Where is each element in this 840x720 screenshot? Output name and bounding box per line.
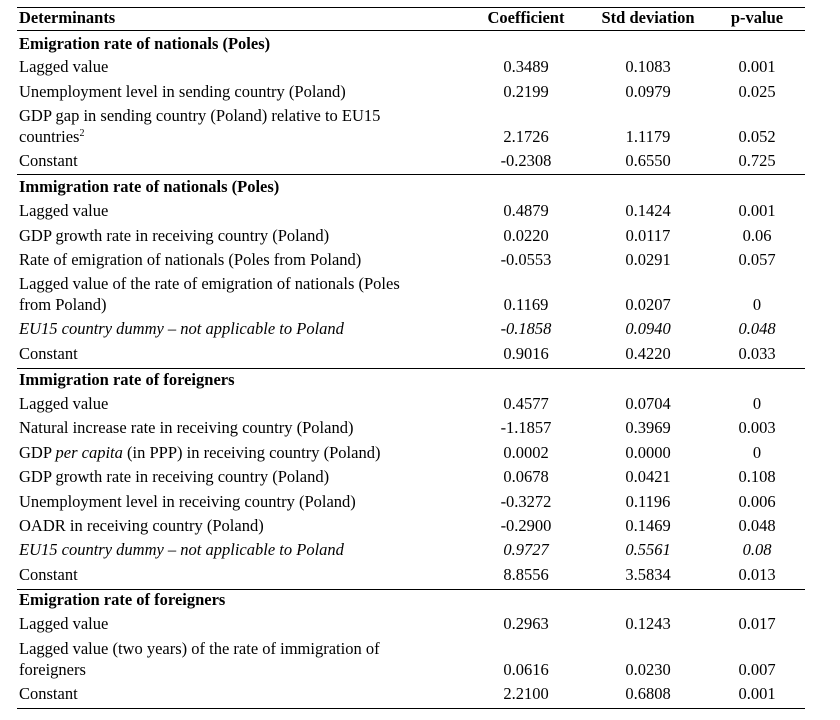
std-value: 0.0421 — [625, 467, 671, 486]
std-value: 0.1083 — [625, 57, 671, 76]
row-label: Lagged value — [19, 614, 109, 633]
coefficient-value: -0.2900 — [500, 516, 552, 535]
p-value: 0.06 — [742, 226, 772, 245]
coefficient-value: -1.1857 — [500, 418, 552, 437]
std-value: 0.6808 — [625, 684, 671, 703]
row-label: Constant — [19, 684, 78, 703]
p-value: 0.017 — [738, 614, 776, 633]
p-value: 0.001 — [738, 57, 776, 76]
p-value: 0.048 — [738, 516, 776, 535]
coefficient-value: 0.2963 — [503, 614, 549, 633]
p-value: 0.006 — [738, 492, 776, 511]
p-value: 0.048 — [738, 319, 776, 338]
p-value: 0.108 — [738, 467, 776, 486]
std-value: 0.1243 — [625, 614, 671, 633]
coefficient-value: 2.1726 — [503, 127, 549, 146]
rule-bottom — [17, 708, 805, 709]
std-value: 0.4220 — [625, 344, 671, 363]
row-label-line2: countries2 — [19, 127, 85, 146]
std-value: 0.0291 — [625, 250, 671, 269]
std-value: 0.1196 — [625, 492, 671, 511]
std-value: 0.5561 — [625, 540, 671, 559]
row-label-line2: foreigners — [19, 660, 86, 679]
p-value: 0.057 — [738, 250, 776, 269]
coefficient-value: 0.2199 — [503, 82, 549, 101]
row-label: Lagged value — [19, 57, 109, 76]
p-value: 0.08 — [742, 540, 772, 559]
row-label: GDP growth rate in receiving country (Po… — [19, 467, 330, 486]
p-value: 0 — [752, 394, 762, 413]
header-std-deviation: Std deviation — [601, 8, 695, 27]
coefficient-value: 0.0616 — [503, 660, 549, 679]
std-value: 0.6550 — [625, 151, 671, 170]
rule-top — [17, 7, 805, 8]
std-value: 0.0940 — [625, 319, 671, 338]
p-value: 0.013 — [738, 565, 776, 584]
header-determinants: Determinants — [19, 8, 116, 27]
rule-section-4 — [17, 589, 805, 590]
header-p-value: p-value — [730, 8, 784, 27]
row-label: Constant — [19, 151, 78, 170]
row-label-line1: Lagged value of the rate of emigration o… — [19, 274, 400, 293]
coefficient-value: 0.0002 — [503, 443, 549, 462]
coefficient-value: 0.9016 — [503, 344, 549, 363]
coefficient-value: 0.1169 — [503, 295, 549, 314]
header-coefficient: Coefficient — [487, 8, 565, 27]
row-label: Constant — [19, 565, 78, 584]
std-value: 0.0207 — [625, 295, 671, 314]
p-value: 0 — [752, 443, 762, 462]
rule-section-2 — [17, 174, 805, 175]
row-label: GDP growth rate in receiving country (Po… — [19, 226, 330, 245]
p-value: 0.033 — [738, 344, 776, 363]
std-value: 0.0704 — [625, 394, 671, 413]
rule-header — [17, 30, 805, 31]
coefficient-value: 0.0220 — [503, 226, 549, 245]
coefficient-value: 0.9727 — [503, 540, 549, 559]
coefficient-value: -0.3272 — [500, 492, 552, 511]
footnote-marker: 2 — [79, 128, 85, 139]
std-value: 1.1179 — [625, 127, 671, 146]
p-value: 0.001 — [738, 201, 776, 220]
p-value: 0.725 — [738, 151, 776, 170]
coefficient-value: -0.2308 — [500, 151, 552, 170]
coefficient-value: -0.0553 — [500, 250, 552, 269]
coefficient-value: 0.4879 — [503, 201, 549, 220]
p-value: 0.052 — [738, 127, 776, 146]
p-value: 0.025 — [738, 82, 776, 101]
row-label-line1: Lagged value (two years) of the rate of … — [19, 639, 380, 658]
coefficient-value: 8.8556 — [503, 565, 549, 584]
p-value: 0.003 — [738, 418, 776, 437]
std-value: 0.0117 — [625, 226, 671, 245]
std-value: 0.3969 — [625, 418, 671, 437]
row-label: Natural increase rate in receiving count… — [19, 418, 354, 437]
row-label: Lagged value — [19, 201, 109, 220]
row-label: OADR in receiving country (Poland) — [19, 516, 264, 535]
coefficient-value: 0.4577 — [503, 394, 549, 413]
coefficient-value: 0.0678 — [503, 467, 549, 486]
row-label: Constant — [19, 344, 78, 363]
coefficient-value: 0.3489 — [503, 57, 549, 76]
p-value: 0.007 — [738, 660, 776, 679]
row-label: EU15 country dummy – not applicable to P… — [19, 540, 344, 559]
row-label: Rate of emigration of nationals (Poles f… — [19, 250, 362, 269]
std-value: 0.1469 — [625, 516, 671, 535]
row-label-line1: GDP gap in sending country (Poland) rela… — [19, 106, 381, 125]
std-value: 3.5834 — [625, 565, 671, 584]
coefficient-value: 2.2100 — [503, 684, 549, 703]
row-label: Unemployment level in sending country (P… — [19, 82, 346, 101]
row-label: Unemployment level in receiving country … — [19, 492, 356, 511]
row-label: Lagged value — [19, 394, 109, 413]
std-value: 0.0230 — [625, 660, 671, 679]
row-label: EU15 country dummy – not applicable to P… — [19, 319, 344, 338]
std-value: 0.1424 — [625, 201, 671, 220]
std-value: 0.0979 — [625, 82, 671, 101]
row-label: GDP per capita (in PPP) in receiving cou… — [19, 443, 381, 462]
std-value: 0.0000 — [625, 443, 671, 462]
p-value: 0 — [752, 295, 762, 314]
coefficient-value: -0.1858 — [500, 319, 552, 338]
row-label-line2: from Poland) — [19, 295, 107, 314]
rule-section-3 — [17, 368, 805, 369]
p-value: 0.001 — [738, 684, 776, 703]
